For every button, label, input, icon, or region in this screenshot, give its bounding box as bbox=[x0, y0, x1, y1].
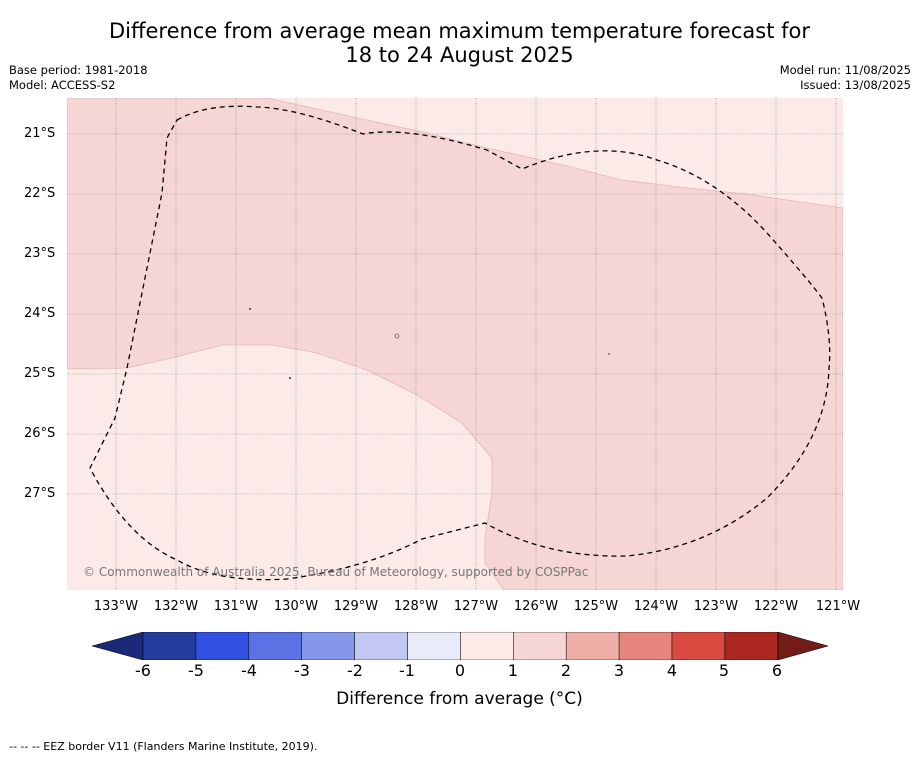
colorbar-cell bbox=[618, 631, 673, 661]
anomaly-region-1-to-2 bbox=[67, 98, 843, 590]
lat-label: 25°S bbox=[24, 366, 56, 381]
lat-label: 24°S bbox=[24, 306, 56, 321]
title-line-1: Difference from average mean maximum tem… bbox=[109, 19, 810, 43]
issued-text: Issued: 13/08/2025 bbox=[800, 78, 911, 92]
lat-label: 27°S bbox=[24, 486, 56, 501]
lat-label: 26°S bbox=[24, 426, 56, 441]
island-mark bbox=[289, 377, 291, 379]
colorbar-cell bbox=[460, 631, 514, 661]
colorbar-cell bbox=[407, 631, 461, 661]
lon-label: 124°W bbox=[633, 599, 679, 614]
lon-label: 127°W bbox=[453, 599, 499, 614]
colorbar-tick: 1 bbox=[507, 661, 519, 680]
eez-footnote: -- -- -- EEZ border V11 (Flanders Marine… bbox=[9, 740, 318, 753]
colorbar-tick: 3 bbox=[613, 661, 625, 680]
island-mark bbox=[608, 353, 610, 355]
lon-label: 126°W bbox=[513, 599, 559, 614]
colorbar-low-extend bbox=[91, 631, 144, 661]
colorbar-svg bbox=[91, 631, 829, 661]
model-run-text: Model run: 11/08/2025 bbox=[779, 63, 911, 77]
colorbar-cell bbox=[513, 631, 567, 661]
colorbar-cell bbox=[195, 631, 250, 661]
colorbar-cell bbox=[248, 631, 302, 661]
model-text: Model: ACCESS-S2 bbox=[9, 78, 116, 92]
colorbar-tick: -1 bbox=[399, 661, 415, 680]
colorbar bbox=[90, 631, 830, 664]
colorbar-cell bbox=[354, 631, 408, 661]
colorbar-tick: 6 bbox=[771, 661, 783, 680]
colorbar-tick: -4 bbox=[241, 661, 257, 680]
island-mark bbox=[249, 308, 251, 310]
colorbar-cell bbox=[724, 631, 779, 661]
colorbar-cell bbox=[671, 631, 726, 661]
lon-label: 123°W bbox=[693, 599, 739, 614]
lon-label: 133°W bbox=[93, 599, 139, 614]
colorbar-cell bbox=[142, 631, 197, 661]
lat-label: 22°S bbox=[24, 186, 56, 201]
title-line-2: 18 to 24 August 2025 bbox=[345, 43, 574, 67]
lon-label: 131°W bbox=[213, 599, 259, 614]
colorbar-tick: -6 bbox=[135, 661, 151, 680]
island-mark bbox=[394, 333, 400, 339]
colorbar-tick: 5 bbox=[718, 661, 730, 680]
colorbar-tick: 0 bbox=[454, 661, 466, 680]
base-period-text: Base period: 1981-2018 bbox=[9, 63, 148, 77]
colorbar-tick: 4 bbox=[666, 661, 678, 680]
colorbar-tick: 2 bbox=[560, 661, 572, 680]
lon-label: 121°W bbox=[815, 599, 861, 614]
lon-label: 130°W bbox=[273, 599, 319, 614]
colorbar-cell bbox=[301, 631, 355, 661]
copyright-text: © Commonwealth of Australia 2025, Bureau… bbox=[83, 565, 589, 579]
lon-label: 132°W bbox=[153, 599, 199, 614]
colorbar-cell bbox=[565, 631, 620, 661]
lat-label: 23°S bbox=[24, 246, 56, 261]
map-panel[interactable]: © Commonwealth of Australia 2025, Bureau… bbox=[67, 98, 843, 590]
colorbar-tick: -3 bbox=[294, 661, 310, 680]
lon-label: 122°W bbox=[753, 599, 799, 614]
colorbar-tick: -5 bbox=[188, 661, 204, 680]
colorbar-tick: -2 bbox=[347, 661, 363, 680]
lon-label: 129°W bbox=[333, 599, 379, 614]
lon-label: 128°W bbox=[393, 599, 439, 614]
eez-border bbox=[89, 105, 831, 581]
colorbar-high-extend bbox=[777, 631, 829, 661]
colorbar-label: Difference from average (°C) bbox=[336, 689, 583, 709]
lat-label: 21°S bbox=[24, 126, 56, 141]
lon-label: 125°W bbox=[573, 599, 619, 614]
graticule bbox=[67, 98, 843, 590]
map-canvas bbox=[67, 98, 843, 590]
